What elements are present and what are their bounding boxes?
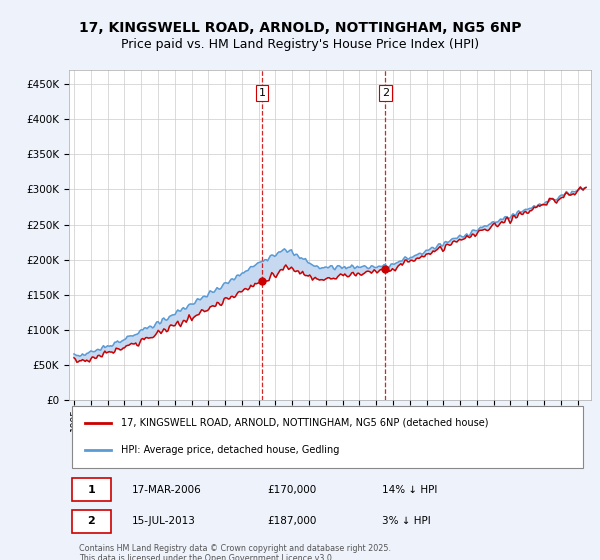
Text: 1: 1 [88, 484, 95, 494]
Text: 14% ↓ HPI: 14% ↓ HPI [382, 484, 437, 494]
Text: 15-JUL-2013: 15-JUL-2013 [131, 516, 196, 526]
FancyBboxPatch shape [71, 478, 111, 501]
Text: 1: 1 [259, 88, 266, 98]
FancyBboxPatch shape [71, 405, 583, 468]
Text: Contains HM Land Registry data © Crown copyright and database right 2025.
This d: Contains HM Land Registry data © Crown c… [79, 544, 391, 560]
Text: 17-MAR-2006: 17-MAR-2006 [131, 484, 202, 494]
Text: 17, KINGSWELL ROAD, ARNOLD, NOTTINGHAM, NG5 6NP (detached house): 17, KINGSWELL ROAD, ARNOLD, NOTTINGHAM, … [121, 418, 488, 428]
Text: 2: 2 [382, 88, 389, 98]
Text: £187,000: £187,000 [268, 516, 317, 526]
Text: 3% ↓ HPI: 3% ↓ HPI [382, 516, 431, 526]
Text: HPI: Average price, detached house, Gedling: HPI: Average price, detached house, Gedl… [121, 445, 340, 455]
Text: 2: 2 [88, 516, 95, 526]
FancyBboxPatch shape [71, 510, 111, 533]
Text: Price paid vs. HM Land Registry's House Price Index (HPI): Price paid vs. HM Land Registry's House … [121, 38, 479, 50]
Text: 17, KINGSWELL ROAD, ARNOLD, NOTTINGHAM, NG5 6NP: 17, KINGSWELL ROAD, ARNOLD, NOTTINGHAM, … [79, 21, 521, 35]
Text: £170,000: £170,000 [268, 484, 317, 494]
